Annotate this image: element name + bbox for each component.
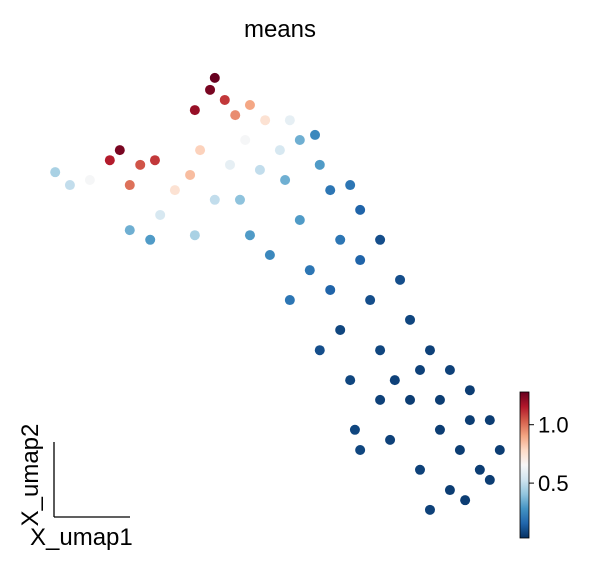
point: [464, 415, 475, 426]
point: [169, 185, 180, 196]
chart-title: means: [244, 16, 316, 43]
x-axis-label: X_umap1: [30, 524, 133, 551]
point: [454, 445, 465, 456]
point: [114, 145, 125, 156]
point: [314, 345, 325, 356]
point: [225, 159, 235, 170]
point: [304, 265, 315, 276]
point: [424, 345, 435, 356]
point: [460, 495, 471, 506]
point: [444, 364, 455, 375]
point: [484, 474, 495, 485]
point: [375, 234, 386, 245]
point: [335, 234, 346, 245]
point: [244, 230, 255, 241]
point: [284, 295, 295, 306]
point: [494, 445, 505, 456]
point: [355, 204, 366, 215]
point: [145, 234, 156, 245]
point: [189, 230, 200, 241]
point: [474, 464, 485, 475]
point: [124, 225, 135, 236]
axis-arrows: [53, 442, 130, 518]
point: [294, 134, 305, 145]
point: [219, 94, 230, 105]
point: [185, 169, 196, 180]
point: [50, 167, 61, 178]
point: [375, 345, 386, 356]
point: [345, 180, 356, 191]
point: [205, 84, 216, 95]
point: [274, 145, 285, 156]
point: [149, 155, 160, 166]
point: [124, 180, 135, 191]
point: [310, 129, 321, 140]
colorbar-tick-label: 1.0: [538, 413, 569, 438]
point: [405, 394, 416, 405]
point: [254, 164, 265, 175]
point: [64, 180, 75, 191]
colorbar: [519, 391, 530, 539]
point: [314, 159, 325, 170]
point: [365, 295, 376, 306]
point: [189, 105, 200, 116]
point: [355, 445, 366, 456]
point: [135, 159, 146, 170]
point: [325, 284, 336, 295]
point: [335, 324, 346, 335]
points: [50, 72, 505, 515]
point: [244, 100, 255, 111]
point: [240, 134, 251, 145]
point: [230, 110, 241, 121]
point: [389, 375, 400, 386]
point: [234, 194, 245, 205]
point: [355, 255, 366, 266]
point: [415, 464, 425, 475]
y-axis-label: X_umap2: [17, 424, 44, 527]
point: [155, 209, 166, 220]
point: [349, 424, 360, 435]
point: [264, 249, 275, 260]
point: [464, 385, 475, 396]
point: [484, 415, 495, 426]
point: [209, 72, 220, 83]
point: [395, 274, 406, 285]
point: [434, 424, 445, 435]
point: [195, 145, 206, 156]
point: [209, 194, 220, 205]
point: [405, 314, 416, 325]
point: [284, 115, 295, 126]
point: [424, 504, 435, 515]
point: [84, 175, 95, 185]
point: [375, 394, 386, 405]
point: [434, 394, 445, 405]
point: [444, 485, 455, 496]
point: [294, 215, 305, 226]
colorbar-tick-label: 0.5: [538, 471, 569, 496]
point: [345, 375, 356, 386]
point: [385, 434, 396, 445]
point: [415, 364, 425, 375]
point: [325, 185, 336, 196]
point: [280, 175, 291, 185]
point: [104, 155, 115, 166]
point: [260, 115, 271, 126]
